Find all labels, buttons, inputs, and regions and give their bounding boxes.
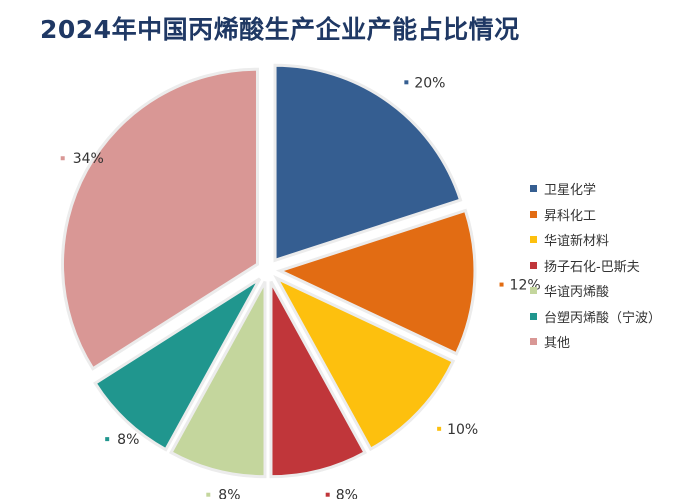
data-label: 20%	[414, 75, 445, 91]
label-marker	[206, 492, 211, 497]
legend-item: 华谊丙烯酸	[530, 278, 661, 304]
pie-slice	[169, 280, 267, 479]
label-marker	[437, 426, 442, 431]
legend-swatch	[530, 261, 537, 269]
legend-label: 扬子石化-巴斯夫	[544, 259, 640, 275]
pie-slice	[275, 208, 477, 356]
legend-item: 台塑丙烯酸（宁波）	[530, 304, 661, 330]
pie-slice	[273, 274, 456, 452]
legend-swatch	[530, 236, 537, 244]
legend-item: 昇科化工	[530, 202, 661, 228]
legend-swatch	[530, 287, 537, 295]
pie-slice	[269, 280, 367, 479]
legend-item: 其他	[530, 329, 661, 355]
legend-swatch	[530, 312, 537, 320]
pie-slice	[61, 67, 259, 371]
legend-label: 卫星化学	[544, 183, 597, 199]
legend-swatch	[530, 210, 537, 218]
legend-swatch	[530, 338, 537, 346]
legend-item: 扬子石化-巴斯夫	[530, 253, 661, 279]
legend-item: 卫星化学	[530, 176, 661, 202]
data-label: 8%	[117, 432, 139, 448]
chart-title: 2024年中国丙烯酸生产企业产能占比情况	[40, 15, 520, 44]
data-label: 8%	[218, 488, 240, 499]
legend-label: 昇科化工	[544, 208, 597, 224]
legend-label: 华谊丙烯酸	[544, 285, 610, 301]
pie-slice	[93, 277, 262, 452]
legend-swatch	[530, 185, 537, 193]
data-label: 10%	[447, 422, 478, 438]
data-label: 8%	[336, 488, 358, 499]
label-marker	[60, 156, 65, 161]
label-marker	[105, 437, 110, 442]
pie-slice	[273, 63, 463, 263]
label-marker	[499, 282, 504, 287]
legend-item: 华谊新材料	[530, 227, 661, 253]
data-label: 34%	[73, 151, 104, 167]
label-marker	[404, 80, 409, 85]
legend-label: 其他	[544, 336, 571, 352]
legend-label: 华谊新材料	[544, 234, 610, 250]
chart-legend: 卫星化学昇科化工华谊新材料扬子石化-巴斯夫 华谊丙烯酸台塑丙烯酸（宁波） 其他	[530, 176, 661, 355]
legend-label: 台塑丙烯酸（宁波）	[544, 310, 662, 326]
label-marker	[325, 492, 330, 497]
